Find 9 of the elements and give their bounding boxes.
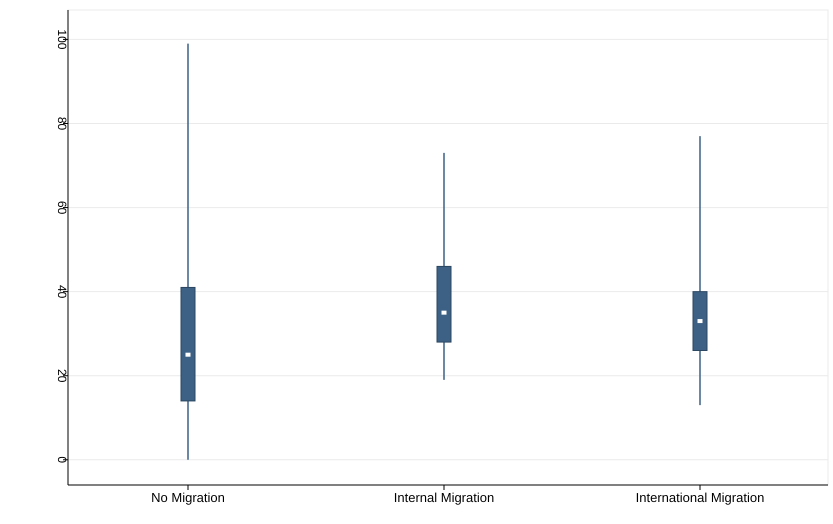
y-tick-label: 80 (55, 116, 69, 130)
y-tick-label: 40 (55, 284, 69, 299)
y-tick-label: 100 (55, 29, 69, 50)
y-tick-label: 60 (55, 200, 69, 215)
x-tick-label: Internal Migration (394, 490, 494, 505)
x-tick-label: No Migration (151, 490, 225, 505)
y-tick-label: 0 (55, 456, 69, 464)
x-tick-label: International Migration (636, 490, 764, 505)
y-tick-label: 20 (55, 369, 69, 383)
